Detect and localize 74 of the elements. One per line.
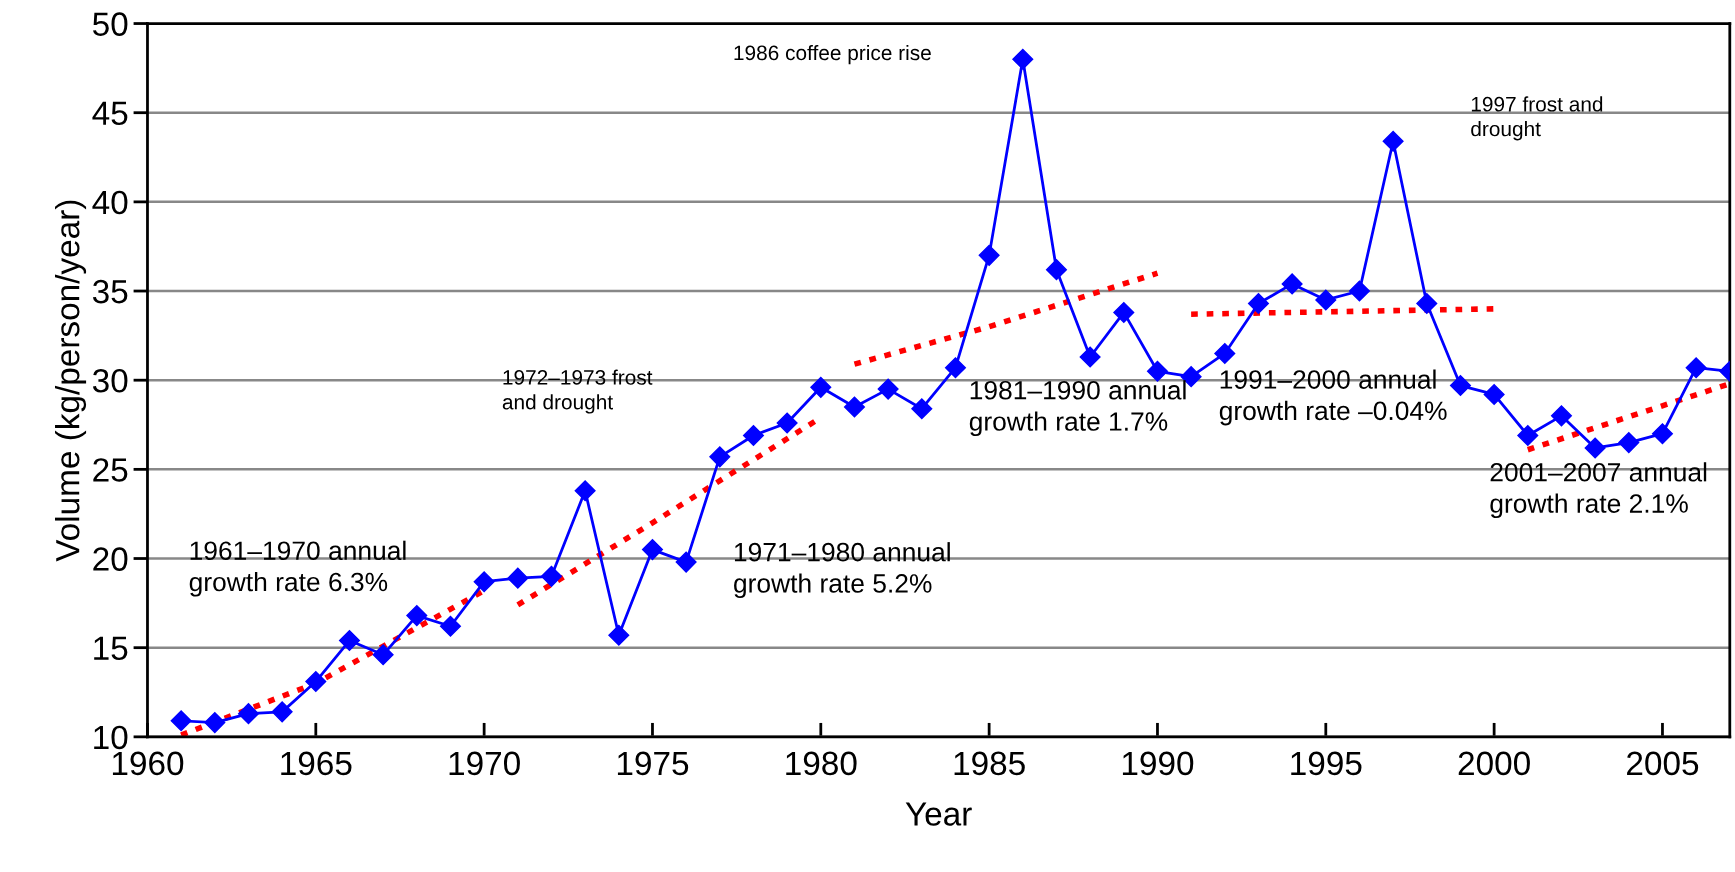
- point: [237, 703, 259, 725]
- x-tick-label: 1980: [786, 751, 857, 776]
- point: [1281, 273, 1303, 295]
- point: [1685, 357, 1707, 379]
- y-tick-label: 10: [94, 725, 128, 750]
- point: [709, 446, 731, 468]
- point: [305, 671, 327, 693]
- x-tick-label: 1970: [449, 751, 520, 776]
- y-tick-label: 40: [92, 190, 128, 215]
- point: [1449, 375, 1471, 397]
- point: [204, 712, 226, 734]
- x-tick-label: 1985: [954, 751, 1025, 776]
- point: [1045, 259, 1067, 281]
- annotation: 1971–1980 annual growth rate 5.2%: [734, 542, 950, 598]
- point: [1247, 292, 1269, 315]
- annotation: 1981–1990 annual growth rate 1.7%: [969, 380, 1186, 437]
- point: [1315, 289, 1337, 311]
- y-tick-label: 15: [94, 636, 128, 661]
- point: [540, 565, 562, 587]
- annotation: 2001–2007 annual growth rate 2.1%: [1490, 462, 1707, 519]
- x-tick-label: 1960: [112, 751, 184, 776]
- point: [338, 630, 360, 652]
- point: [944, 357, 966, 379]
- point: [810, 376, 832, 398]
- point: [776, 412, 798, 434]
- y-tick-label: 50: [92, 12, 128, 36]
- x-tick-label: 1990: [1122, 751, 1194, 776]
- point: [507, 567, 529, 589]
- point: [1584, 437, 1606, 459]
- point: [271, 701, 293, 723]
- point: [406, 605, 428, 627]
- annotation: 1986 coffee price rise: [734, 44, 931, 65]
- y-axis-title: Volume (kg/person/year): [55, 200, 87, 562]
- point: [1416, 292, 1438, 315]
- point: [1113, 301, 1135, 323]
- point: [1483, 383, 1505, 405]
- x-tick-label: 1965: [281, 751, 352, 776]
- point: [1012, 48, 1034, 70]
- point: [1079, 346, 1101, 368]
- point: [1214, 342, 1236, 364]
- point: [742, 424, 764, 446]
- point: [641, 539, 663, 561]
- point: [1382, 130, 1404, 152]
- annotation: 1961–1970 annual growth rate 6.3%: [189, 540, 406, 597]
- point: [1348, 280, 1370, 302]
- point: [911, 398, 933, 420]
- point: [372, 644, 394, 666]
- y-tick-label: 35: [92, 279, 128, 304]
- point: [439, 615, 461, 637]
- y-tick-label: 45: [92, 101, 128, 126]
- point: [877, 378, 899, 400]
- point: [473, 571, 495, 593]
- point: [1517, 424, 1539, 446]
- annotation: 1997 frost and drought: [1471, 96, 1603, 141]
- point: [170, 710, 192, 732]
- annotation: 1991–2000 annual growth rate –0.04%: [1219, 369, 1447, 426]
- x-tick-label: 1995: [1291, 751, 1362, 776]
- point: [608, 624, 630, 646]
- y-tick-label: 25: [93, 458, 128, 482]
- point: [1146, 360, 1168, 382]
- point: [1550, 405, 1572, 427]
- point: [1618, 432, 1640, 454]
- point: [675, 551, 697, 573]
- y-tick-label: 30: [92, 368, 128, 393]
- x-tick-label: 1975: [617, 751, 689, 776]
- x-tick-label: 2000: [1458, 751, 1530, 776]
- point: [843, 396, 865, 418]
- y-tick-label: 20: [93, 547, 128, 571]
- point: [1651, 423, 1673, 445]
- annotation: 1972–1973 frost and drought: [502, 369, 653, 414]
- point: [574, 480, 596, 502]
- x-axis-title: Year: [905, 802, 972, 826]
- x-tick-label: 2005: [1627, 751, 1699, 776]
- point: [978, 244, 1000, 266]
